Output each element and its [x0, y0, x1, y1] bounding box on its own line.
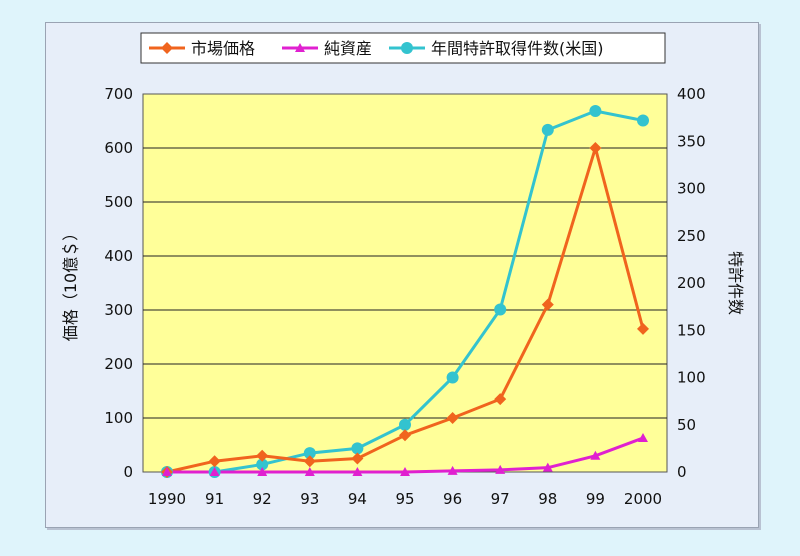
legend-label: 市場価格: [191, 39, 255, 58]
legend-swatch-marker: [295, 43, 305, 52]
series-0-point: [494, 393, 507, 406]
left-tick-label: 700: [104, 85, 133, 103]
x-tick-label: 92: [253, 490, 272, 508]
series-0-point: [637, 322, 649, 335]
right-tick-label: 150: [677, 321, 706, 339]
right-tick-label: 250: [677, 227, 706, 245]
left-tick-label: 100: [104, 409, 133, 427]
left-tick-label: 0: [123, 463, 133, 481]
x-tick-label: 1990: [148, 490, 186, 508]
series-1-point: [209, 467, 220, 476]
right-tick-label: 50: [677, 416, 696, 434]
chart-frame: 0 100 200 300 400 500 600 700 0 50 100 150 200 250 30…: [45, 22, 759, 528]
series-2-point: [256, 458, 269, 471]
x-tick-label: 99: [586, 490, 605, 508]
left-tick-label: 500: [104, 193, 133, 211]
series-2-point: [494, 303, 507, 316]
left-axis-ticks: 0 100 200 300 400 500 600 700: [104, 85, 133, 481]
x-tick-label: 96: [443, 490, 462, 508]
series-1-point: [542, 462, 553, 472]
series-0-point: [256, 449, 269, 462]
right-tick-label: 0: [677, 463, 687, 481]
x-tick-label: 93: [300, 490, 319, 508]
series-1-point: [590, 450, 601, 460]
left-tick-label: 400: [104, 247, 133, 265]
series-0-point: [446, 412, 459, 424]
series-1-point: [400, 467, 410, 476]
series-2-point: [589, 105, 602, 118]
x-tick-label: 2000: [624, 490, 662, 508]
right-axis-ticks: 0 50 100 150 200 250 300 350 400: [677, 85, 706, 481]
series-1-point: [304, 467, 315, 476]
right-tick-label: 300: [677, 180, 706, 198]
legend-label: 純資産: [324, 39, 372, 58]
x-tick-label: 95: [395, 490, 414, 508]
x-tick-label: 97: [491, 490, 510, 508]
gridlines: [143, 147, 667, 419]
legend: 市場価格 純資産 年間特許取得件数(米国): [140, 32, 666, 64]
series-1-point: [162, 467, 172, 476]
series-2-point: [637, 114, 649, 127]
series-2-point: [446, 371, 459, 384]
right-tick-label: 100: [677, 369, 706, 387]
left-tick-label: 300: [104, 301, 133, 319]
series-0-point: [351, 452, 364, 465]
chart: 0 100 200 300 400 500 600 700 0 50 100 150 200 250 30…: [61, 32, 745, 508]
series-markers: [161, 105, 649, 478]
x-tick-label: 91: [205, 490, 224, 508]
series-0-point: [589, 142, 602, 154]
left-tick-label: 200: [104, 355, 133, 373]
left-axis-title: 価格（10億＄）: [61, 225, 80, 341]
x-tick-label: 94: [348, 490, 367, 508]
right-tick-label: 400: [677, 85, 706, 103]
legend-swatch-marker: [161, 42, 173, 54]
plot-area: [142, 93, 668, 473]
series-0-point: [208, 455, 221, 468]
legend-label: 年間特許取得件数(米国): [431, 39, 604, 58]
series-0-point: [399, 429, 411, 442]
series-2-point: [351, 442, 364, 455]
series-2-point: [303, 447, 316, 460]
series-2-point: [541, 123, 554, 136]
series-0-point: [303, 455, 316, 468]
series-1-point: [352, 467, 363, 476]
left-tick-label: 600: [104, 139, 133, 157]
right-tick-label: 200: [677, 274, 706, 292]
x-axis-ticks: 1990 91 92 93 94 95 96 97 98 99 2000: [148, 490, 662, 508]
series-2-point: [399, 418, 411, 431]
series-0-point: [541, 298, 554, 311]
series-1-point: [447, 465, 458, 475]
right-tick-label: 350: [677, 132, 706, 150]
series-1-point: [495, 464, 506, 474]
x-tick-label: 98: [538, 490, 557, 508]
series-1-point: [638, 432, 648, 442]
series-1-point: [257, 467, 268, 476]
legend-swatch-marker: [401, 42, 413, 54]
right-axis-title: 特許件数: [726, 251, 745, 315]
